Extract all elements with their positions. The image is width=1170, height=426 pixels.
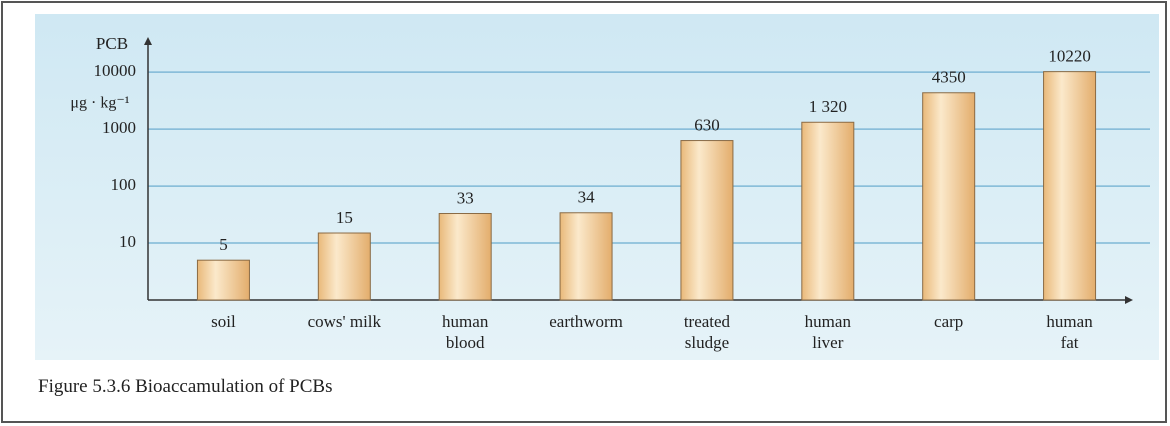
x-tick-label: human liver	[804, 312, 851, 352]
y-tick-label: 1000	[102, 118, 136, 137]
bar	[559, 212, 613, 301]
value-label: 5	[219, 235, 228, 254]
y-unit: μg · kg⁻¹	[70, 95, 129, 112]
value-label: 33	[457, 188, 474, 207]
x-tick-label: treated sludge	[683, 312, 731, 352]
x-tick-label: human fat	[1046, 312, 1093, 352]
value-label: 10220	[1048, 47, 1091, 66]
bar	[438, 213, 492, 301]
y-label: PCB	[96, 34, 128, 53]
bar	[922, 92, 976, 301]
bar	[1043, 71, 1097, 301]
x-tick-label: earthworm	[549, 312, 623, 331]
y-tick-label: 10	[119, 232, 136, 251]
value-label: 15	[336, 208, 353, 227]
bar	[801, 121, 855, 301]
value-label: 630	[694, 115, 720, 134]
value-label: 4350	[932, 68, 966, 87]
x-tick-label: soil	[211, 312, 236, 331]
bar	[196, 259, 250, 301]
y-arrow	[144, 37, 152, 45]
caption: Figure 5.3.6 Bioaccamulation of PCBs	[38, 376, 333, 397]
y-tick-label: 10000	[94, 61, 137, 80]
value-label: 34	[578, 188, 596, 207]
x-tick-label: carp	[934, 312, 964, 331]
x-tick-label: human blood	[442, 312, 489, 352]
bar	[680, 140, 734, 301]
x-tick-label: cows' milk	[307, 312, 382, 331]
y-tick-label: 100	[111, 175, 137, 194]
bar	[317, 232, 371, 301]
panel	[35, 14, 1159, 360]
x-arrow	[1125, 296, 1133, 304]
value-label: 1 320	[809, 97, 847, 116]
